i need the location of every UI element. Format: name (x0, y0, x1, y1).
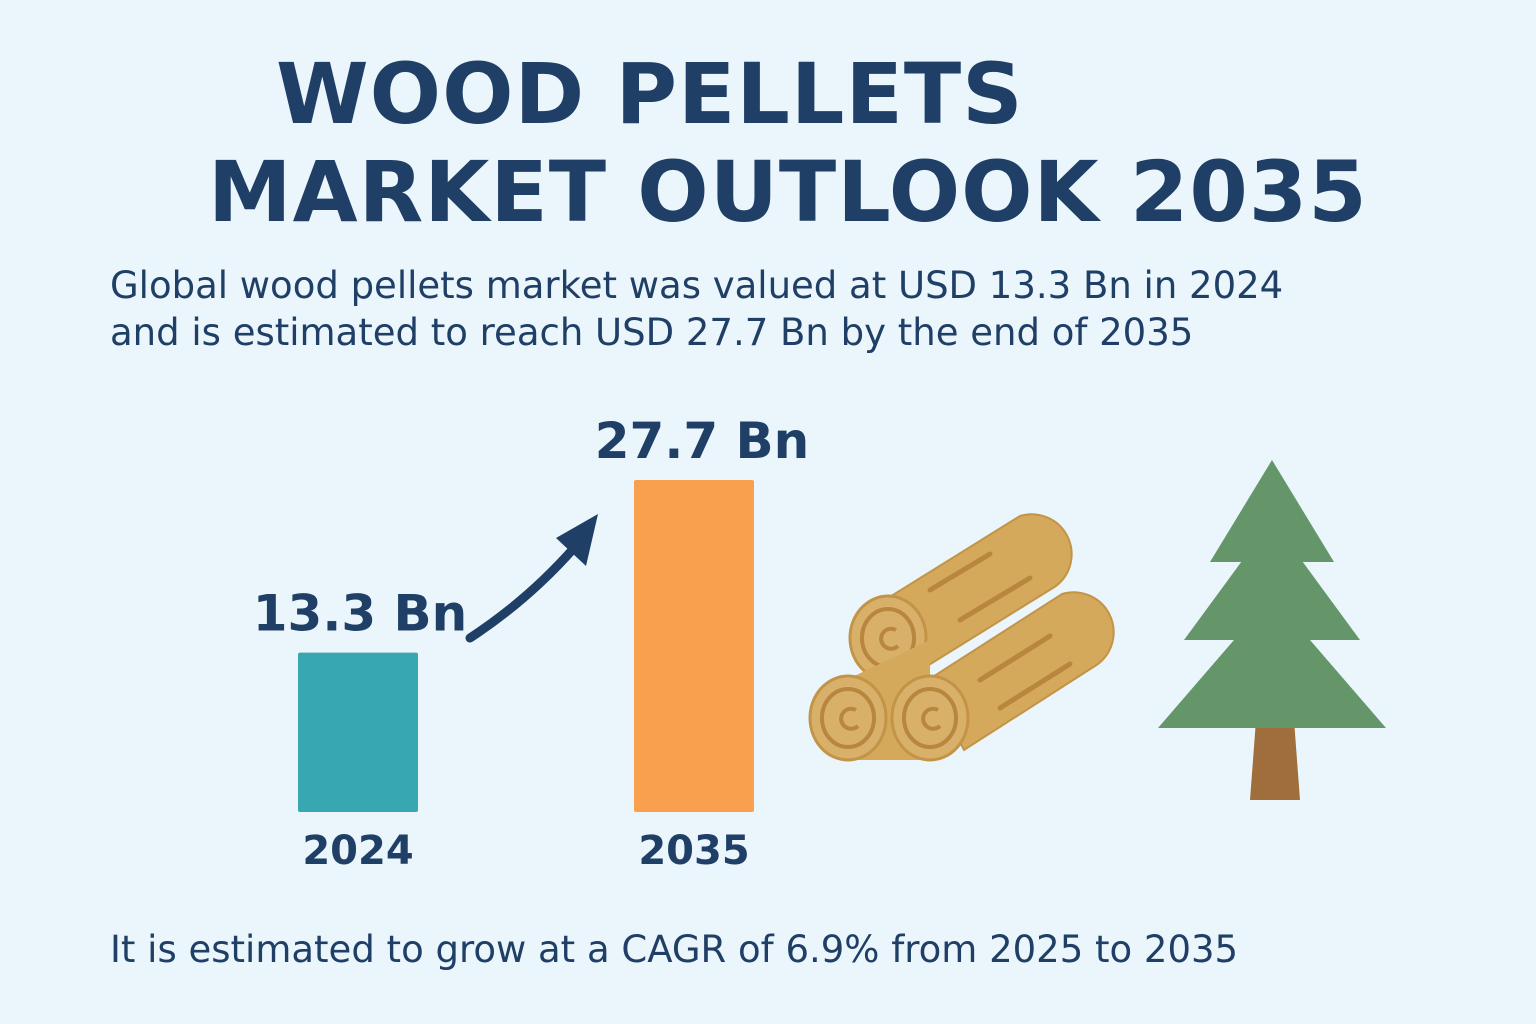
category-label-2024: 2024 (302, 828, 413, 874)
logs-icon (808, 513, 1115, 762)
data-label-2024: 13.3 Bn (253, 585, 467, 643)
growth-arrow-icon (465, 514, 598, 643)
data-label-2035: 27.7 Bn (595, 412, 809, 470)
pine-tree-icon (1158, 460, 1386, 800)
category-label-2035: 2035 (638, 828, 749, 874)
bar-2035 (634, 480, 754, 812)
bar-2024 (298, 652, 418, 812)
intro-text: Global wood pellets market was valued at… (110, 262, 1283, 356)
title-line-1: WOOD PELLETS (276, 45, 1024, 143)
intro-line-2: and is estimated to reach USD 27.7 Bn by… (110, 311, 1194, 354)
intro-line-1: Global wood pellets market was valued at… (110, 264, 1284, 307)
title-line-2: MARKET OUTLOOK 2035 (208, 143, 1368, 241)
cagr-note: It is estimated to grow at a CAGR of 6.9… (110, 928, 1239, 971)
